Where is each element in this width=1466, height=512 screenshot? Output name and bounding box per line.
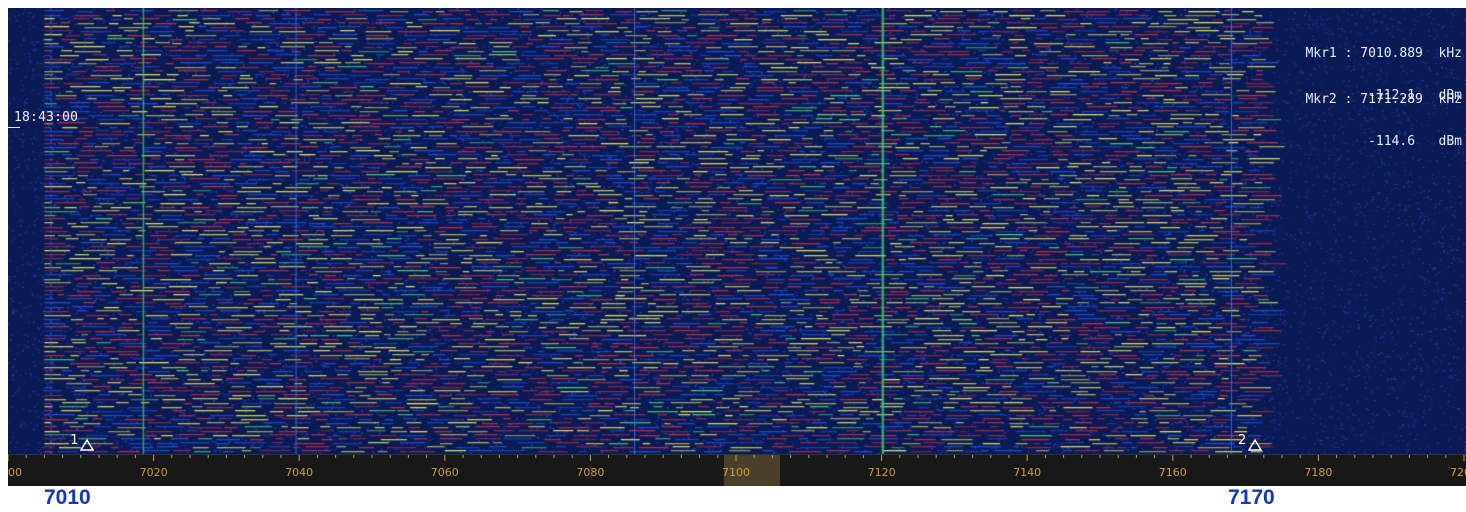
scale-tick-label: 7140 xyxy=(1013,466,1041,479)
frequency-scale-svg: 7000 7020 7040 7060 7080 7100 7120 7140 7160 7180… xyxy=(8,455,1466,486)
scale-tick-label: 7200 xyxy=(1450,466,1466,479)
scale-tick-label: 7120 xyxy=(868,466,896,479)
waterfall-canvas[interactable] xyxy=(8,8,1466,454)
scale-tick-label: 7160 xyxy=(1159,466,1187,479)
marker2-readout: Mkr2 : 7171.289 kHz -114.6 dBm xyxy=(1202,65,1462,177)
scale-tick-label: 7060 xyxy=(431,466,459,479)
scale-tick-label: 7100 xyxy=(722,466,750,479)
marker1-readout: Mkr1 : 7010.889 kHz -112.1 dBm xyxy=(1202,19,1462,131)
scale-tick-label: 7180 xyxy=(1304,466,1332,479)
scale-tick-label: 7000 xyxy=(8,466,22,479)
scale-tick-label: 7020 xyxy=(140,466,168,479)
footer-label-left: 7010 xyxy=(44,486,91,509)
scale-tick-label: 7080 xyxy=(576,466,604,479)
marker1-triangle-icon[interactable] xyxy=(80,439,95,451)
marker1-level: -112.1 dBm xyxy=(1368,88,1462,103)
waterfall-display[interactable]: 18:43:00 Mkr1 : 7010.889 kHz -112.1 dBm … xyxy=(8,8,1466,454)
marker1-flag-number: 1 xyxy=(70,433,79,448)
marker1-frequency: Mkr1 : 7010.889 kHz xyxy=(1305,46,1462,61)
scale-tick-label: 7040 xyxy=(285,466,313,479)
scale-center-highlight xyxy=(724,455,780,486)
time-tick-mark xyxy=(8,127,20,128)
marker2-frequency: Mkr2 : 7171.289 kHz xyxy=(1305,92,1462,107)
marker2-flag-number: 2 xyxy=(1237,433,1247,448)
marker2-level: -114.6 dBm xyxy=(1368,134,1462,149)
footer-label-right: 7170 xyxy=(1228,486,1275,509)
marker2-triangle-icon[interactable] xyxy=(1247,439,1262,451)
frequency-scale[interactable]: 7000 7020 7040 7060 7080 7100 7120 7140 7160 7180… xyxy=(8,454,1466,486)
time-label: 18:43:00 xyxy=(14,110,79,125)
